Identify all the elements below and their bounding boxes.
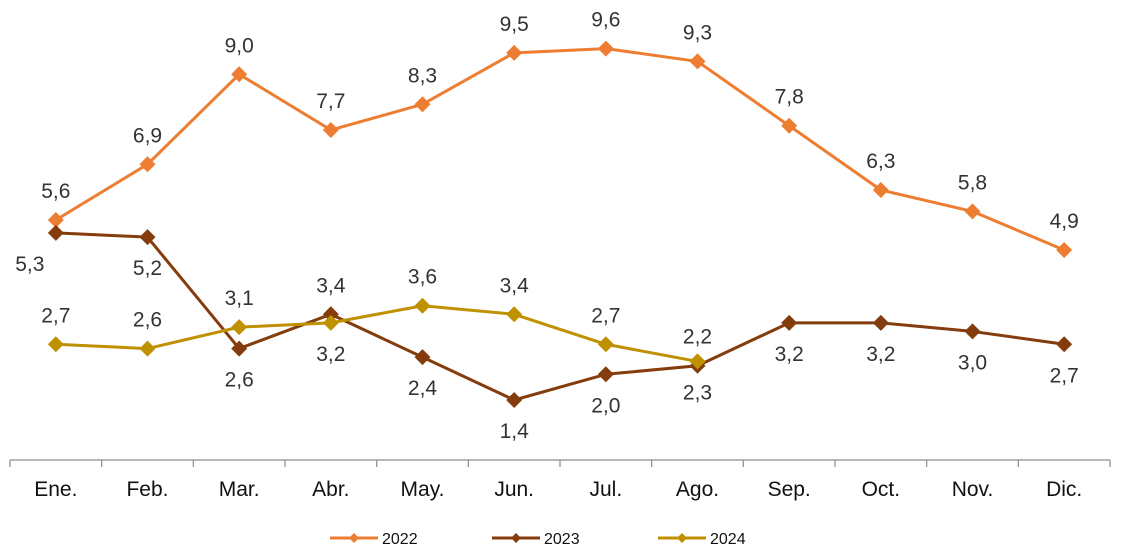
x-tick-label: Jun.: [494, 478, 534, 501]
data-label: 2,7: [591, 304, 620, 327]
legend-marker: [511, 533, 521, 543]
data-label: 3,0: [958, 351, 987, 374]
data-point: [414, 349, 431, 366]
data-label: 2,6: [133, 309, 162, 332]
data-point: [506, 392, 523, 408]
data-label: 9,6: [591, 9, 620, 32]
data-label: 3,2: [866, 343, 895, 366]
data-label: 3,4: [316, 274, 346, 297]
data-point: [47, 336, 64, 353]
data-point: [689, 353, 706, 370]
data-label: 2,0: [591, 394, 620, 417]
data-label: 4,9: [1050, 210, 1079, 233]
data-point: [506, 44, 523, 61]
legend-label: 2024: [710, 531, 746, 548]
x-tick-label: May.: [401, 478, 445, 501]
legend-item-2023: 2023: [492, 531, 580, 548]
data-label: 3,4: [500, 274, 530, 297]
x-tick-label: Nov.: [952, 478, 994, 501]
data-point: [139, 156, 156, 173]
series-2022: [47, 40, 1073, 258]
data-point: [231, 66, 248, 83]
x-tick-label: Feb.: [126, 478, 168, 501]
data-point: [1056, 336, 1073, 353]
data-point: [231, 319, 248, 336]
data-label: 2,7: [41, 304, 70, 327]
data-label: 3,1: [225, 287, 254, 310]
legend-item-2022: 2022: [330, 531, 418, 548]
series-2023: [47, 224, 1073, 408]
series-line-2024: [55, 304, 698, 363]
legend-marker: [349, 533, 359, 543]
data-point: [597, 40, 614, 57]
data-point: [47, 212, 64, 228]
data-label: 2,3: [683, 381, 712, 404]
data-label: 3,6: [408, 266, 437, 289]
x-tick-label: Mar.: [219, 478, 260, 501]
data-point: [322, 314, 339, 331]
data-label: 7,7: [316, 90, 345, 113]
data-label: 3,2: [316, 343, 345, 366]
data-point: [414, 96, 431, 113]
data-labels: 5,6 6,9 9,0 7,7 8,3 9,5 9,6 9,3 7,8 6,3 5,8 4,9 5,3 5…: [15, 9, 1079, 443]
data-point: [139, 340, 156, 357]
data-label: 9,0: [225, 34, 254, 57]
data-point: [689, 53, 706, 70]
data-point: [597, 336, 614, 353]
data-point: [322, 122, 339, 138]
x-tick-label: Jul.: [589, 478, 622, 501]
legend: 2022 2023 2024: [330, 531, 746, 548]
data-label: 2,7: [1050, 364, 1079, 387]
series-line-2023: [55, 231, 1065, 402]
x-tick-label: Ene.: [34, 478, 77, 501]
series-line-2022: [55, 47, 1065, 252]
data-point: [1056, 242, 1073, 258]
data-label: 2,4: [408, 377, 438, 400]
data-label: 8,3: [408, 64, 437, 87]
data-point: [781, 314, 798, 331]
data-label: 6,9: [133, 124, 162, 147]
data-point: [139, 229, 156, 246]
data-point: [47, 224, 64, 241]
data-label: 5,8: [958, 171, 987, 194]
data-label: 5,3: [15, 253, 44, 276]
data-point: [872, 314, 889, 331]
data-point: [506, 306, 523, 323]
legend-marker: [677, 533, 687, 543]
data-label: 9,5: [500, 13, 529, 36]
legend-item-2024: 2024: [658, 531, 746, 548]
data-point: [872, 182, 889, 198]
x-tick-label: Ago.: [676, 478, 719, 501]
data-label: 1,4: [500, 420, 530, 443]
x-tick-label: Dic.: [1046, 478, 1082, 501]
data-label: 3,2: [775, 343, 804, 366]
data-label: 2,2: [683, 326, 712, 349]
x-tick-label: Oct.: [862, 478, 901, 501]
data-point: [414, 297, 431, 314]
data-label: 6,3: [866, 150, 895, 173]
data-label: 7,8: [775, 86, 804, 109]
data-label: 5,2: [133, 257, 162, 280]
legend-label: 2022: [382, 531, 418, 548]
data-point: [781, 117, 798, 134]
data-point: [964, 323, 981, 340]
data-point: [597, 366, 614, 383]
legend-label: 2023: [544, 531, 580, 548]
data-point: [231, 340, 248, 357]
data-label: 9,3: [683, 21, 712, 44]
data-point: [964, 203, 981, 220]
x-tick-label: Sep.: [768, 478, 811, 501]
data-label: 5,6: [41, 180, 70, 203]
data-label: 2,6: [225, 369, 254, 392]
series-layer: [47, 40, 1073, 408]
x-tick-label: Abr.: [312, 478, 349, 501]
x-axis: Ene. Feb. Mar. Abr. May. Jun. Jul. Ago. Sep. Oct.…: [9, 459, 1111, 501]
series-2024: [47, 297, 706, 370]
data-point: [322, 306, 339, 323]
